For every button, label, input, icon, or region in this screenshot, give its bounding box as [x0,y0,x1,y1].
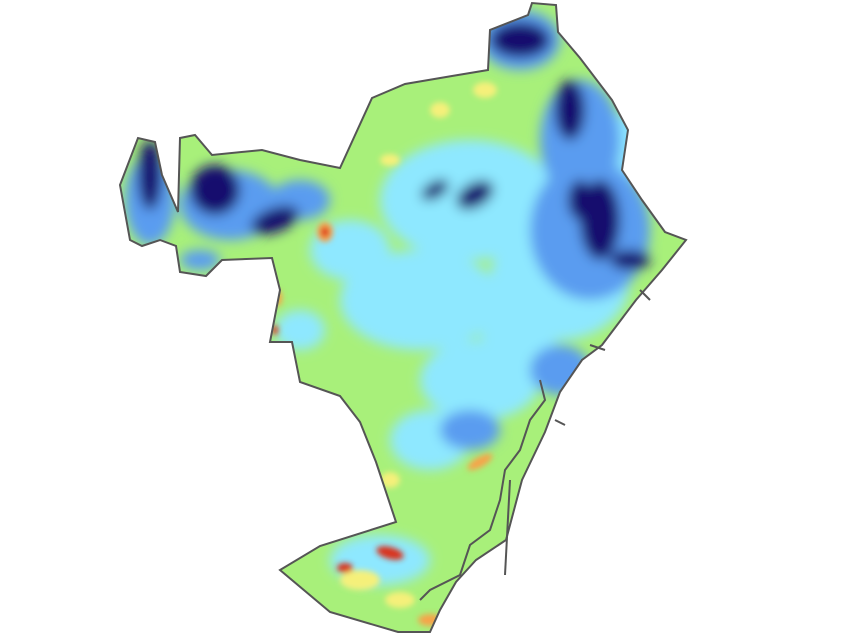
heat-cell [138,140,162,210]
heat-cell [380,154,400,166]
heat-cell [530,345,590,395]
heat-cell [473,82,497,98]
heat-cell [420,340,540,420]
heat-cell [421,179,449,201]
heat-cell [376,546,404,560]
heat-cell [275,310,325,350]
heat-cell [251,205,299,235]
heat-cell [190,165,240,215]
heat-cell [321,227,329,237]
heat-cell [456,180,494,210]
heat-cell [610,250,650,270]
heat-cell [467,453,493,471]
heat-cell [337,563,353,573]
port-piers [419,289,651,601]
heat-cell [440,410,500,450]
heat-cell [385,592,415,608]
heat-cell [480,300,560,360]
heat-cell [430,102,450,118]
heat-cell [568,180,592,220]
heat-cell [380,472,400,488]
heat-cell [180,250,220,270]
heat-cell [555,80,585,140]
heat-cell [490,22,550,58]
heat-cell [340,570,380,590]
heat-cell [340,250,500,350]
